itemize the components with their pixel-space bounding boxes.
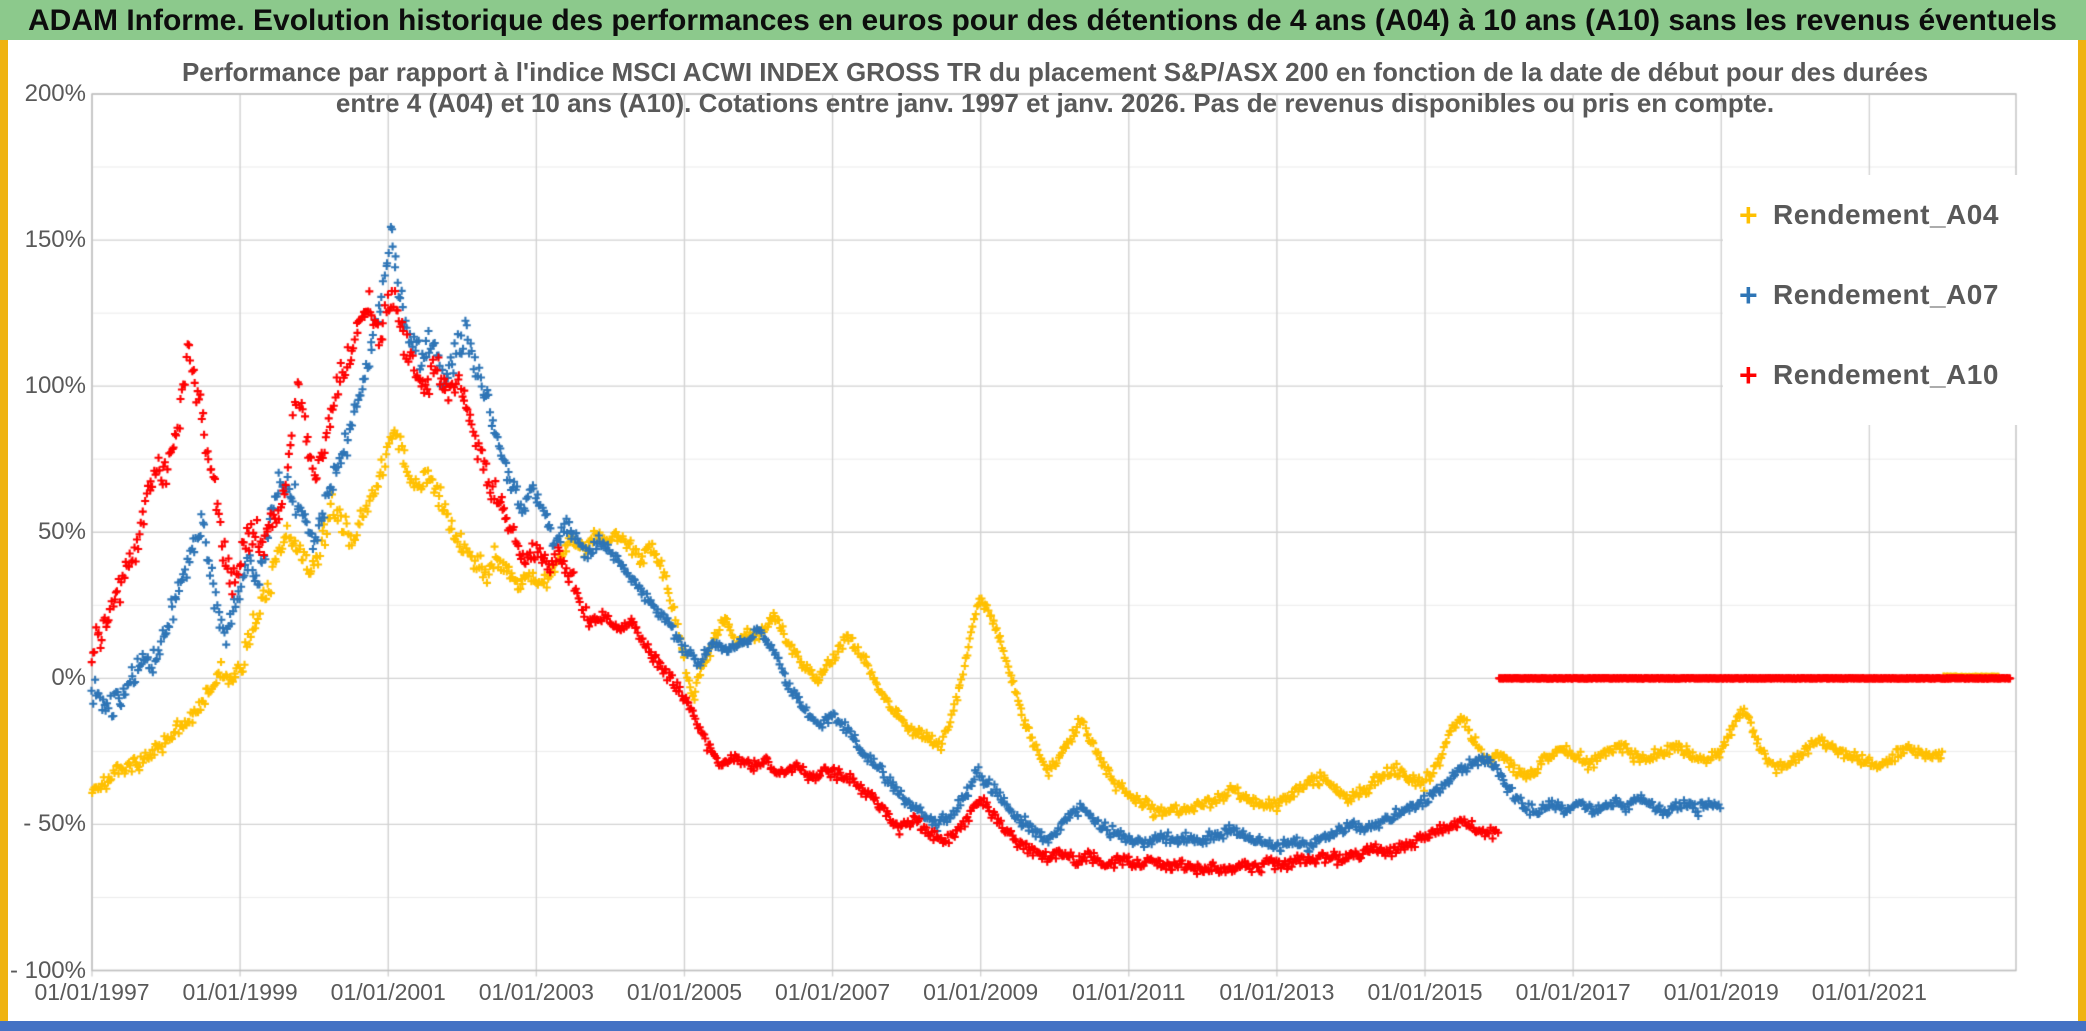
x-axis-label: 01/01/2019 (1663, 978, 1779, 1005)
legend-item-rendement_a07[interactable]: + Rendement_A07 (1723, 255, 2073, 335)
x-axis-label: 01/01/2021 (1811, 978, 1927, 1005)
legend-item-rendement_a04[interactable]: + Rendement_A04 (1723, 175, 2073, 255)
x-axis-label: 01/01/1999 (182, 978, 298, 1005)
right-gold-border (2078, 40, 2086, 1022)
legend-label: Rendement_A04 (1773, 199, 1999, 230)
y-axis-label: 100% (24, 372, 86, 400)
x-axis-label: 01/01/2011 (1072, 978, 1186, 1005)
y-axis-label: - 100% (9, 956, 86, 984)
page-title: ADAM Informe. Evolution historique des p… (28, 4, 2057, 37)
window-title-bar: ADAM Informe. Evolution historique des p… (0, 0, 2086, 40)
legend-label: Rendement_A10 (1773, 359, 1999, 390)
x-axis-label: 01/01/2003 (478, 978, 594, 1005)
x-axis-label: 01/01/2005 (626, 978, 743, 1005)
chart-subtitle-line1: Performance par rapport à l'indice MSCI … (181, 57, 1929, 87)
chart-subtitle-line2: entre 4 (A04) et 10 ans (A10). Cotations… (335, 88, 1775, 118)
x-axis-label: 01/01/1997 (34, 978, 150, 1005)
legend-marker-icon: + (1739, 197, 1758, 233)
y-axis-label: 200% (24, 80, 86, 107)
legend-label: Rendement_A07 (1773, 279, 1999, 310)
x-axis-label: 01/01/2001 (330, 978, 446, 1005)
bottom-blue-border (0, 1021, 2086, 1031)
x-axis-label: 01/01/2013 (1219, 978, 1335, 1005)
x-axis-label: 01/01/2007 (775, 978, 891, 1005)
chart-subtitle: Performance par rapport à l'indice MSCI … (180, 57, 1930, 119)
y-axis-label: - 50% (23, 810, 86, 838)
y-axis-label: 150% (24, 226, 86, 254)
legend-marker-icon: + (1739, 357, 1758, 393)
x-axis-label: 01/01/2009 (923, 978, 1039, 1005)
y-axis-label: 0% (51, 664, 86, 692)
chart-legend: + Rendement_A04 + Rendement_A07 + Rendement_A… (1723, 175, 2073, 425)
legend-item-rendement_a10[interactable]: + Rendement_A10 (1723, 335, 2073, 415)
legend-marker-icon: + (1739, 277, 1758, 313)
left-gold-border (0, 40, 8, 1022)
x-axis-label: 01/01/2015 (1367, 978, 1483, 1005)
y-axis-label: 50% (37, 518, 86, 546)
x-axis-label: 01/01/2017 (1515, 978, 1631, 1005)
